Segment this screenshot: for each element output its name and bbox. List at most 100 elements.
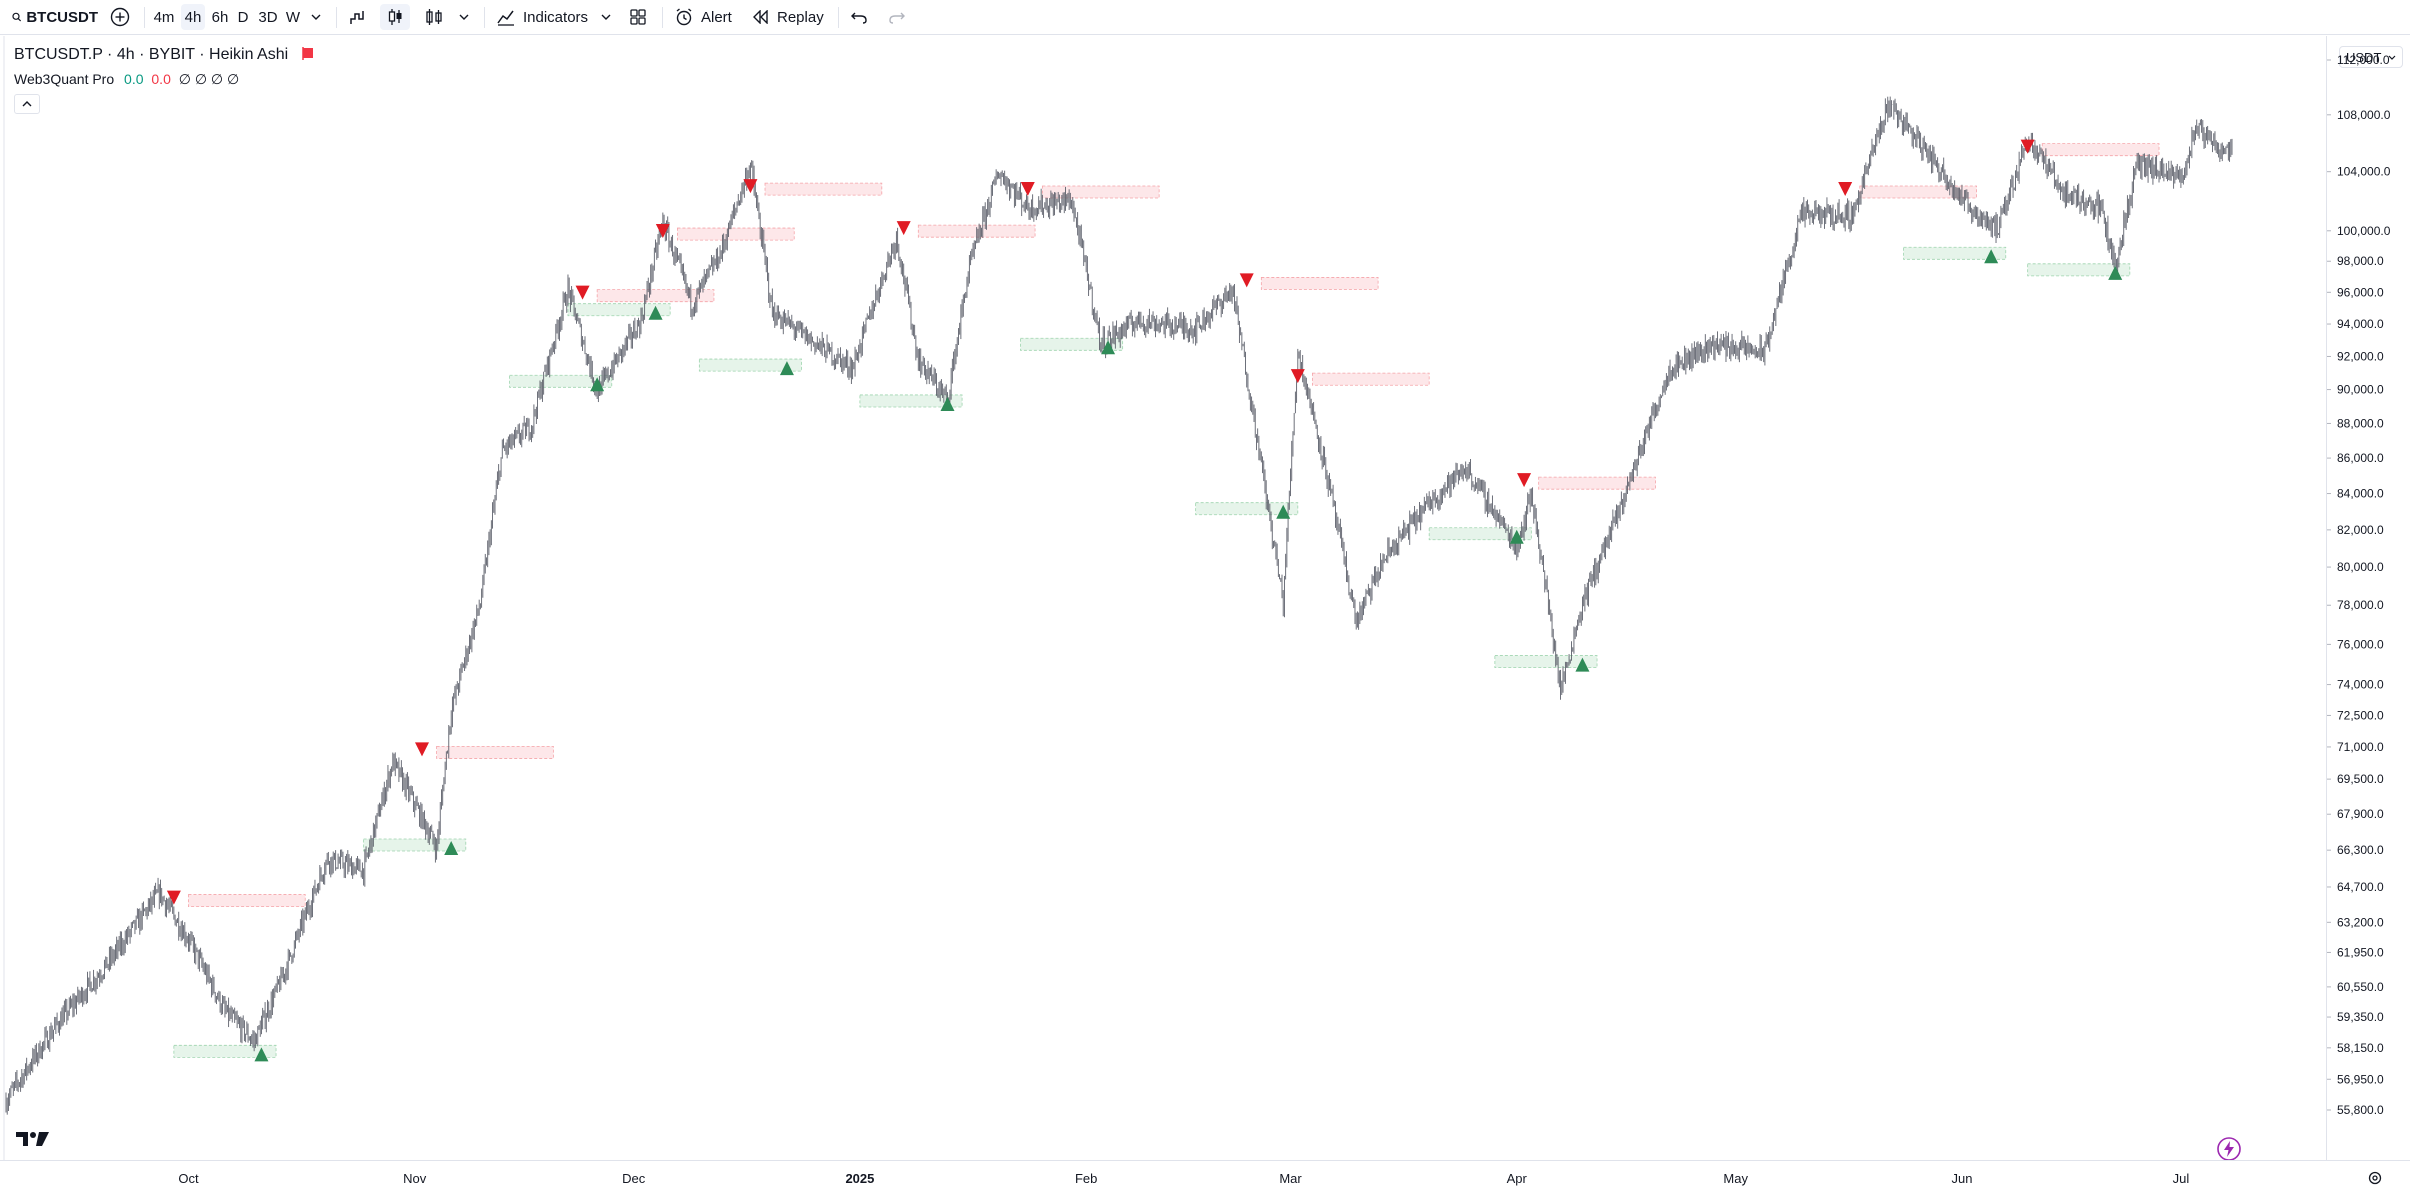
interval-label: 3D (258, 8, 278, 26)
price-axis-label: 66,300.0 (2337, 843, 2384, 857)
time-axis-label: Nov (403, 1171, 427, 1186)
compare-symbol-button[interactable] (106, 4, 134, 30)
price-axis-label: 72,500.0 (2337, 708, 2384, 722)
buy-signal-marker (254, 1047, 269, 1062)
price-axis-label: 61,950.0 (2337, 945, 2384, 959)
undo-button[interactable] (846, 4, 872, 30)
sell-signal-marker (1239, 273, 1254, 288)
indicators-button[interactable]: Indicators (492, 4, 592, 30)
time-axis-label: Apr (1507, 1171, 1528, 1186)
indicators-dropdown-button[interactable] (596, 4, 616, 30)
settings-icon[interactable] (2367, 1170, 2383, 1186)
chevron-down-icon (2388, 55, 2396, 60)
price-axis-label: 94,000.0 (2337, 317, 2384, 331)
chevron-up-icon (22, 101, 32, 107)
time-axis-label: Mar (1279, 1171, 1302, 1186)
replay-label: Replay (777, 8, 824, 26)
lightning-icon[interactable] (2216, 1136, 2242, 1162)
alert-button[interactable]: Alert (670, 4, 740, 30)
flag-icon[interactable] (301, 46, 315, 60)
supply-zone (1538, 476, 1656, 490)
search-icon (12, 12, 22, 22)
supply-zone (596, 289, 715, 303)
chart-pane[interactable]: BTCUSDT.P · 4h · BYBIT · Heikin Ashi Web… (0, 36, 2326, 1162)
supply-zone (1041, 185, 1160, 199)
buy-signal-marker (1509, 529, 1524, 544)
buy-signal-marker (590, 377, 605, 392)
alert-label: Alert (701, 8, 732, 26)
demand-zone (1903, 246, 2007, 260)
add-circle-icon (110, 7, 130, 27)
interval-d[interactable]: D (234, 4, 252, 30)
sell-signal-marker (896, 221, 911, 236)
time-axis-label: Jul (2173, 1171, 2190, 1186)
buy-signal-marker (648, 305, 663, 320)
interval-dropdown-button[interactable] (306, 4, 326, 30)
buy-signal-marker (1575, 657, 1590, 672)
symbol-search[interactable]: BTCUSDT (8, 4, 98, 30)
price-axis-label: 60,550.0 (2337, 980, 2384, 994)
price-axis-label: 84,000.0 (2337, 487, 2384, 501)
price-axis-label: 104,000.0 (2337, 165, 2391, 179)
sell-signal-marker (1517, 473, 1532, 488)
interval-3d[interactable]: 3D (255, 4, 281, 30)
price-axis[interactable]: USDT 112,000.0 108,000.0 104,000.0 100,000.… (2326, 36, 2410, 1160)
demand-zone (509, 374, 613, 388)
price-axis-label: 64,700.0 (2337, 880, 2384, 894)
demand-zone (859, 394, 963, 408)
collapse-legend-button[interactable] (14, 94, 40, 114)
tradingview-logo[interactable] (16, 1130, 50, 1148)
symbol-label: BTCUSDT (26, 8, 98, 26)
time-axis-label: Dec (622, 1171, 646, 1186)
interval-w[interactable]: W (283, 4, 303, 30)
currency-selector[interactable]: USDT (2339, 46, 2403, 68)
symbol-legend: BTCUSDT.P · 4h · BYBIT · Heikin Ashi (14, 46, 315, 64)
toolbar-divider (838, 7, 839, 28)
supply-zone (2041, 143, 2160, 157)
toolbar-divider (662, 7, 663, 28)
chart-type-dropdown-button[interactable] (454, 4, 474, 30)
layouts-button[interactable] (624, 4, 652, 30)
time-axis-label: Jun (1951, 1171, 1972, 1186)
toolbar-divider (484, 7, 485, 28)
price-axis-label: 92,000.0 (2337, 349, 2384, 363)
interval-4m[interactable]: 4m (151, 4, 177, 30)
demand-zone (363, 838, 467, 852)
demand-zone (698, 358, 802, 372)
hollow-candle-button[interactable] (420, 4, 448, 30)
price-chart[interactable] (0, 36, 2326, 1160)
price-axis-label: 76,000.0 (2337, 637, 2384, 651)
interval-4h[interactable]: 4h (181, 4, 205, 30)
indicator-legend[interactable]: Web3Quant Pro 0.0 0.0 ∅ ∅ ∅ ∅ (14, 71, 239, 88)
interval-6h[interactable]: 6h (208, 4, 232, 30)
interval-label: D (237, 8, 249, 26)
time-axis-labels: Oct Nov Dec 2025 Feb Mar Apr May Jun Jul (178, 1171, 2190, 1186)
time-axis[interactable]: Oct Nov Dec 2025 Feb Mar Apr May Jun Jul (0, 1160, 2410, 1194)
price-axis-label: 59,350.0 (2337, 1010, 2384, 1024)
demand-zone (1195, 502, 1299, 516)
indicator-name: Web3Quant Pro (14, 71, 115, 87)
sell-signal-marker (655, 224, 670, 239)
redo-button[interactable] (884, 4, 910, 30)
price-axis-label: 96,000.0 (2337, 285, 2384, 299)
chevron-down-icon (311, 14, 321, 20)
price-axis-label: 108,000.0 (2337, 108, 2391, 122)
legend-title: BTCUSDT.P · 4h · BYBIT · Heikin Ashi (14, 46, 289, 63)
price-axis-label: 67,900.0 (2337, 807, 2384, 821)
sell-signal-marker (575, 285, 590, 300)
supply-zone (436, 745, 554, 759)
supply-zone (677, 227, 795, 241)
indicator-empty-values: ∅ ∅ ∅ ∅ (178, 71, 240, 87)
bar-style-button[interactable] (344, 4, 372, 30)
time-axis-label: 2025 (845, 1171, 874, 1186)
interval-label: 6h (211, 8, 229, 26)
price-axis-label: 100,000.0 (2337, 224, 2391, 238)
time-axis-label: May (1723, 1171, 1748, 1186)
candle-style-button[interactable] (380, 4, 410, 30)
sell-signal-marker (743, 179, 758, 194)
price-axis-label: 82,000.0 (2337, 523, 2384, 537)
demand-zone (1020, 337, 1124, 351)
supply-zone (188, 894, 306, 908)
replay-button[interactable]: Replay (748, 4, 828, 30)
price-axis-label: 69,500.0 (2337, 772, 2384, 786)
